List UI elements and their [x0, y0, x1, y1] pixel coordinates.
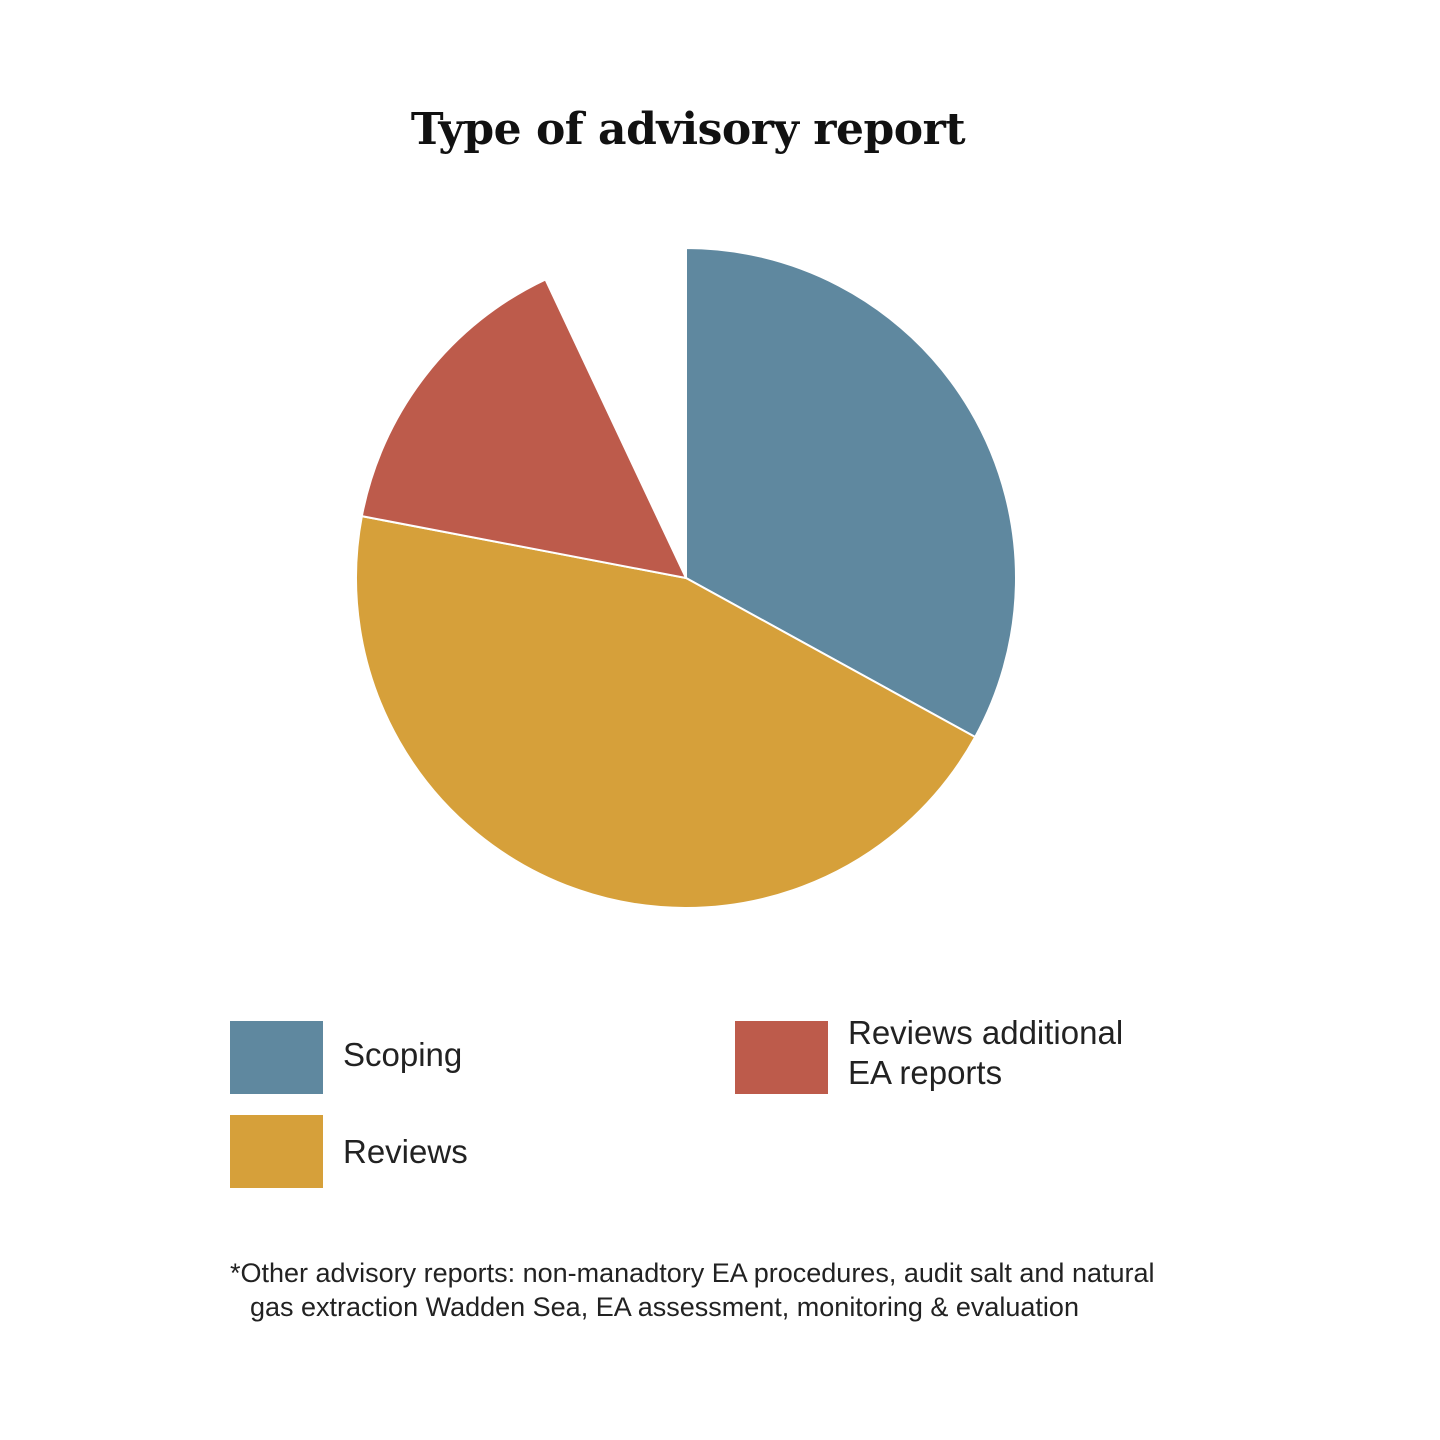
- legend-label-reviews-additional: Reviews additional EA reports: [848, 1013, 1123, 1093]
- pie-slice-other: [545, 248, 686, 578]
- legend-label-scoping: Scoping: [343, 1036, 463, 1073]
- legend-label-reviews-additional-line2: EA reports: [848, 1054, 1003, 1091]
- footnote: *Other advisory reports: non-manadtory E…: [230, 1256, 1290, 1324]
- pie-slice-scoping: [685, 246, 1017, 739]
- pie-slice-reviews: [355, 514, 977, 909]
- legend-swatch-scoping: [230, 1021, 323, 1094]
- pie-slice-reviews-additional-ea-reports: [360, 278, 688, 580]
- footnote-line2: gas extraction Wadden Sea, EA assessment…: [250, 1292, 1079, 1322]
- legend-swatch-reviews-additional: [735, 1021, 828, 1094]
- legend-label-reviews-additional-line1: Reviews additional: [848, 1014, 1124, 1051]
- pie-chart: [355, 246, 1017, 909]
- footnote-line1: *Other advisory reports: non-manadtory E…: [230, 1258, 1155, 1288]
- chart-title: Type of advisory report: [410, 104, 966, 155]
- legend-swatch-reviews: [230, 1115, 323, 1188]
- legend-label-reviews: Reviews: [343, 1133, 468, 1170]
